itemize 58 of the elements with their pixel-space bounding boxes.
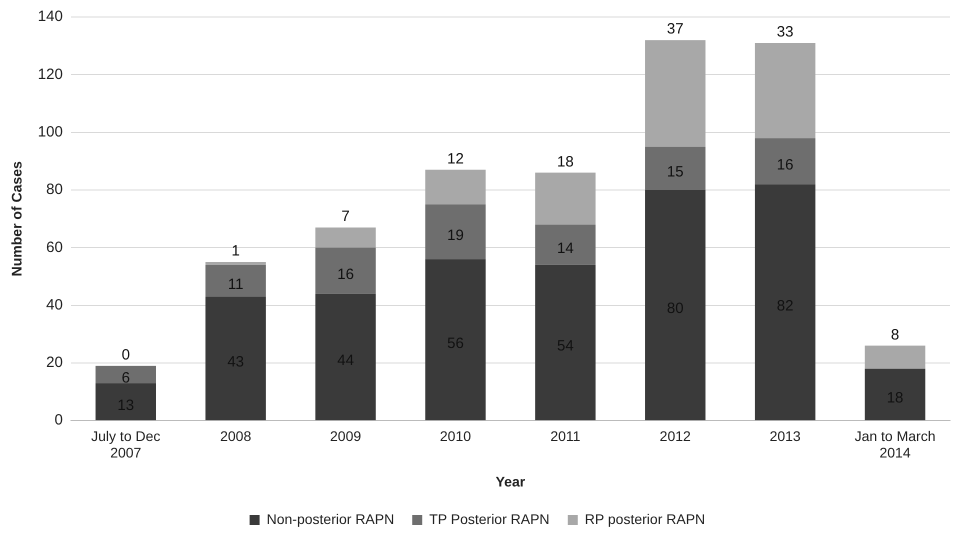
bar [645,40,706,147]
data-label: 37 [666,20,684,38]
y-tick-label: 120 [38,66,63,83]
bar [315,294,376,420]
bar [96,383,156,420]
data-label: 33 [776,24,794,41]
bar [645,190,706,420]
x-tick-label: Jan to March 2014 [854,428,936,461]
bar [425,259,486,420]
bar [754,184,816,420]
bar [535,172,596,225]
x-tick-label: 2010 [440,428,472,444]
data-label: 1 [232,242,240,260]
y-tick-label: 40 [46,296,63,314]
data-label: 19 [447,226,464,244]
bar [315,248,376,294]
data-label: 0 [122,346,130,364]
x-tick-label: 2009 [330,428,362,444]
bar [425,204,486,260]
y-tick-label: 80 [46,181,63,198]
bar [754,42,816,138]
bar [96,366,156,384]
y-tick-label: 60 [46,238,63,256]
x-tick-label: 2012 [660,428,692,444]
x-tick-label: 2008 [220,428,252,444]
data-label: 16 [337,266,354,283]
x-axis-title: Year [496,473,526,490]
bar [205,262,266,265]
bar [205,264,266,297]
legend-label: TP Posterior RAPN [429,510,550,527]
bar [535,264,596,420]
data-label: 7 [341,208,350,226]
y-tick-label: 20 [46,354,63,372]
x-tick-label: July to Dec 2007 [91,428,160,461]
data-label: 14 [557,240,574,257]
data-label: 15 [666,163,684,180]
y-axis-title: Number of Cases [8,161,24,276]
bar [315,227,376,248]
bar [535,224,596,265]
legend-label: Non-posterior RAPN [266,510,394,527]
data-label: 16 [776,156,794,174]
bar [645,146,706,190]
data-label: 8 [890,326,900,344]
data-label: 18 [557,153,574,170]
data-label: 12 [447,150,464,168]
x-tick-label: 2013 [770,428,801,444]
bar [864,368,926,420]
y-tick-label: 0 [54,412,63,429]
legend-label: RP posterior RAPN [584,510,706,527]
data-label: 11 [228,276,244,293]
bar [205,296,266,420]
y-tick-label: 140 [38,8,63,26]
bar [425,170,486,204]
bar [864,346,926,369]
x-tick-label: 2011 [550,428,581,444]
bar [754,138,816,184]
y-tick-label: 100 [38,123,63,140]
data-label: 6 [122,370,130,387]
